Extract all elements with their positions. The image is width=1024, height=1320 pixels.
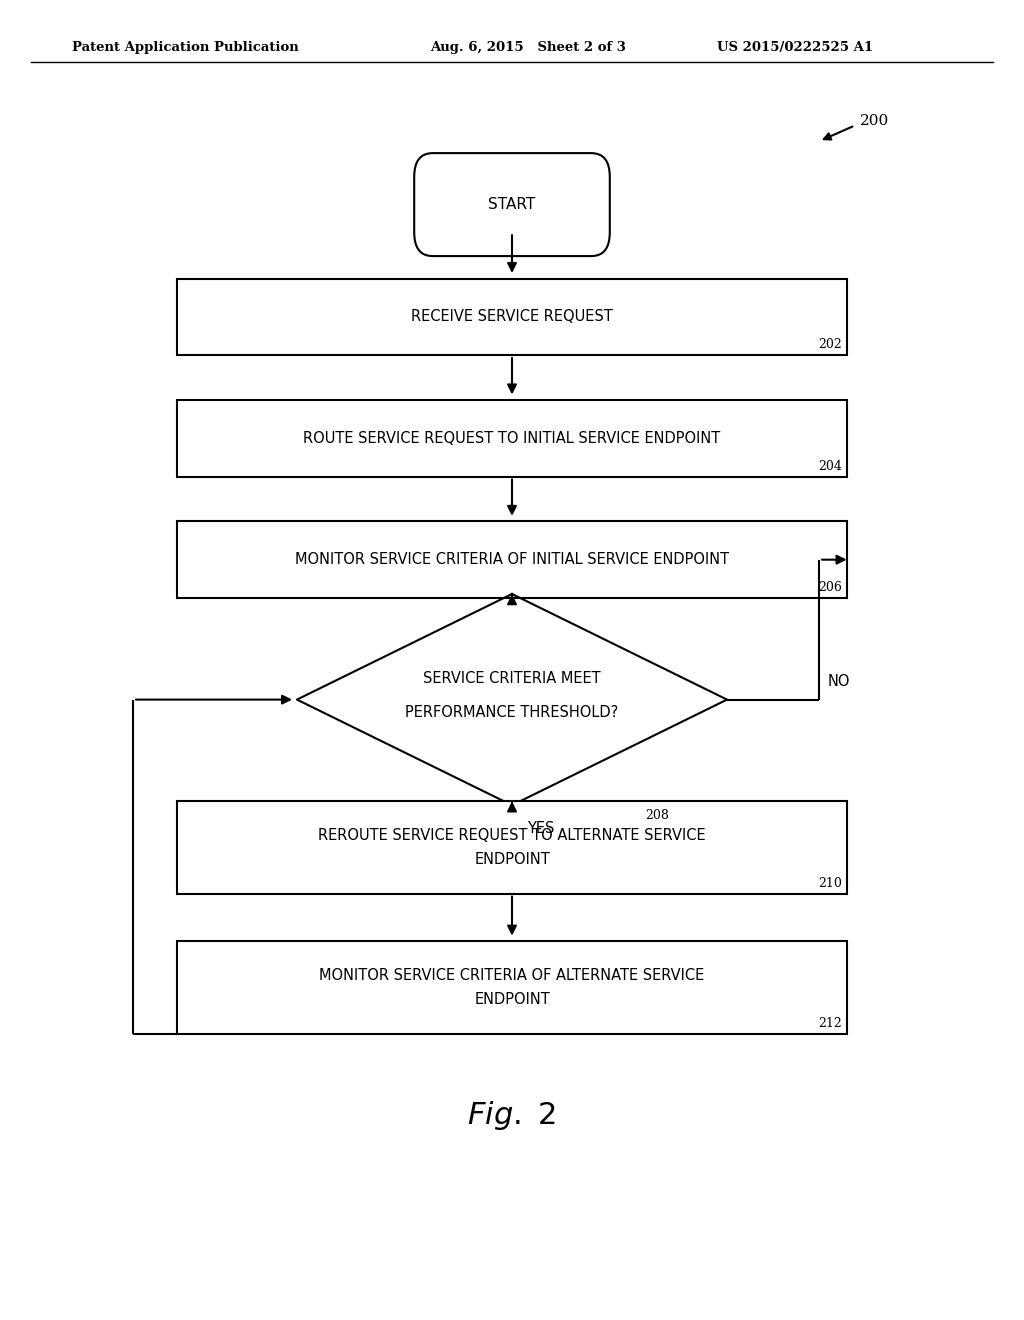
Bar xyxy=(176,801,848,894)
Text: US 2015/0222525 A1: US 2015/0222525 A1 xyxy=(717,41,872,54)
Text: Aug. 6, 2015   Sheet 2 of 3: Aug. 6, 2015 Sheet 2 of 3 xyxy=(430,41,626,54)
Text: SERVICE CRITERIA MEET: SERVICE CRITERIA MEET xyxy=(423,671,601,686)
Polygon shape xyxy=(297,594,727,805)
Text: PERFORMANCE THRESHOLD?: PERFORMANCE THRESHOLD? xyxy=(406,705,618,721)
FancyBboxPatch shape xyxy=(414,153,609,256)
Text: START: START xyxy=(488,197,536,213)
Text: 200: 200 xyxy=(860,115,890,128)
Text: MONITOR SERVICE CRITERIA OF ALTERNATE SERVICE: MONITOR SERVICE CRITERIA OF ALTERNATE SE… xyxy=(319,968,705,983)
Text: REROUTE SERVICE REQUEST TO ALTERNATE SERVICE: REROUTE SERVICE REQUEST TO ALTERNATE SER… xyxy=(318,828,706,843)
Text: ENDPOINT: ENDPOINT xyxy=(474,851,550,867)
Bar xyxy=(176,279,848,355)
Text: 202: 202 xyxy=(818,338,842,351)
Text: 206: 206 xyxy=(818,581,842,594)
Text: YES: YES xyxy=(527,821,555,837)
Bar xyxy=(176,400,848,477)
Bar xyxy=(176,521,848,598)
Text: $\mathit{Fig.\ 2}$: $\mathit{Fig.\ 2}$ xyxy=(467,1098,557,1133)
Bar xyxy=(176,941,848,1034)
Text: NO: NO xyxy=(827,675,850,689)
Text: Patent Application Publication: Patent Application Publication xyxy=(72,41,298,54)
Text: 210: 210 xyxy=(818,876,842,890)
Text: RECEIVE SERVICE REQUEST: RECEIVE SERVICE REQUEST xyxy=(411,309,613,325)
Text: 208: 208 xyxy=(645,809,670,822)
Text: 212: 212 xyxy=(818,1016,842,1030)
Text: ROUTE SERVICE REQUEST TO INITIAL SERVICE ENDPOINT: ROUTE SERVICE REQUEST TO INITIAL SERVICE… xyxy=(303,430,721,446)
Text: ENDPOINT: ENDPOINT xyxy=(474,991,550,1007)
Text: MONITOR SERVICE CRITERIA OF INITIAL SERVICE ENDPOINT: MONITOR SERVICE CRITERIA OF INITIAL SERV… xyxy=(295,552,729,568)
Text: 204: 204 xyxy=(818,459,842,473)
